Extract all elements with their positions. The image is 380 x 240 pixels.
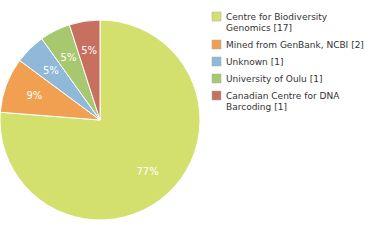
legend-swatch bbox=[212, 12, 221, 21]
legend-swatch bbox=[212, 40, 221, 49]
legend-label: Canadian Centre for DNABarcoding [1] bbox=[226, 91, 340, 112]
data-label: 5% bbox=[61, 52, 77, 63]
legend-label: University of Oulu [1] bbox=[226, 74, 322, 84]
data-label: 5% bbox=[81, 45, 97, 56]
data-label: 5% bbox=[43, 65, 59, 76]
legend-swatch bbox=[212, 91, 221, 100]
legend-label: Mined from GenBank, NCBI [2] bbox=[226, 40, 364, 50]
legend-label: Centre for BiodiversityGenomics [17] bbox=[226, 12, 328, 33]
pie-slice bbox=[0, 20, 200, 220]
pie-slice bbox=[69, 20, 100, 120]
chart: 77%9%5%5%5%Centre for BiodiversityGenomi… bbox=[0, 0, 380, 240]
data-label: 77% bbox=[136, 166, 158, 177]
legend-swatch bbox=[212, 74, 221, 83]
legend-swatch bbox=[212, 57, 221, 66]
data-label: 9% bbox=[26, 90, 42, 101]
chart-container: 77%9%5%5%5%Centre for BiodiversityGenomi… bbox=[0, 0, 380, 240]
data-labels: 77%9%5%5%5% bbox=[26, 45, 158, 177]
legend-label: Unknown [1] bbox=[226, 57, 283, 67]
slices bbox=[0, 20, 200, 220]
legend: Centre for BiodiversityGenomics [17] Mine… bbox=[212, 12, 364, 112]
